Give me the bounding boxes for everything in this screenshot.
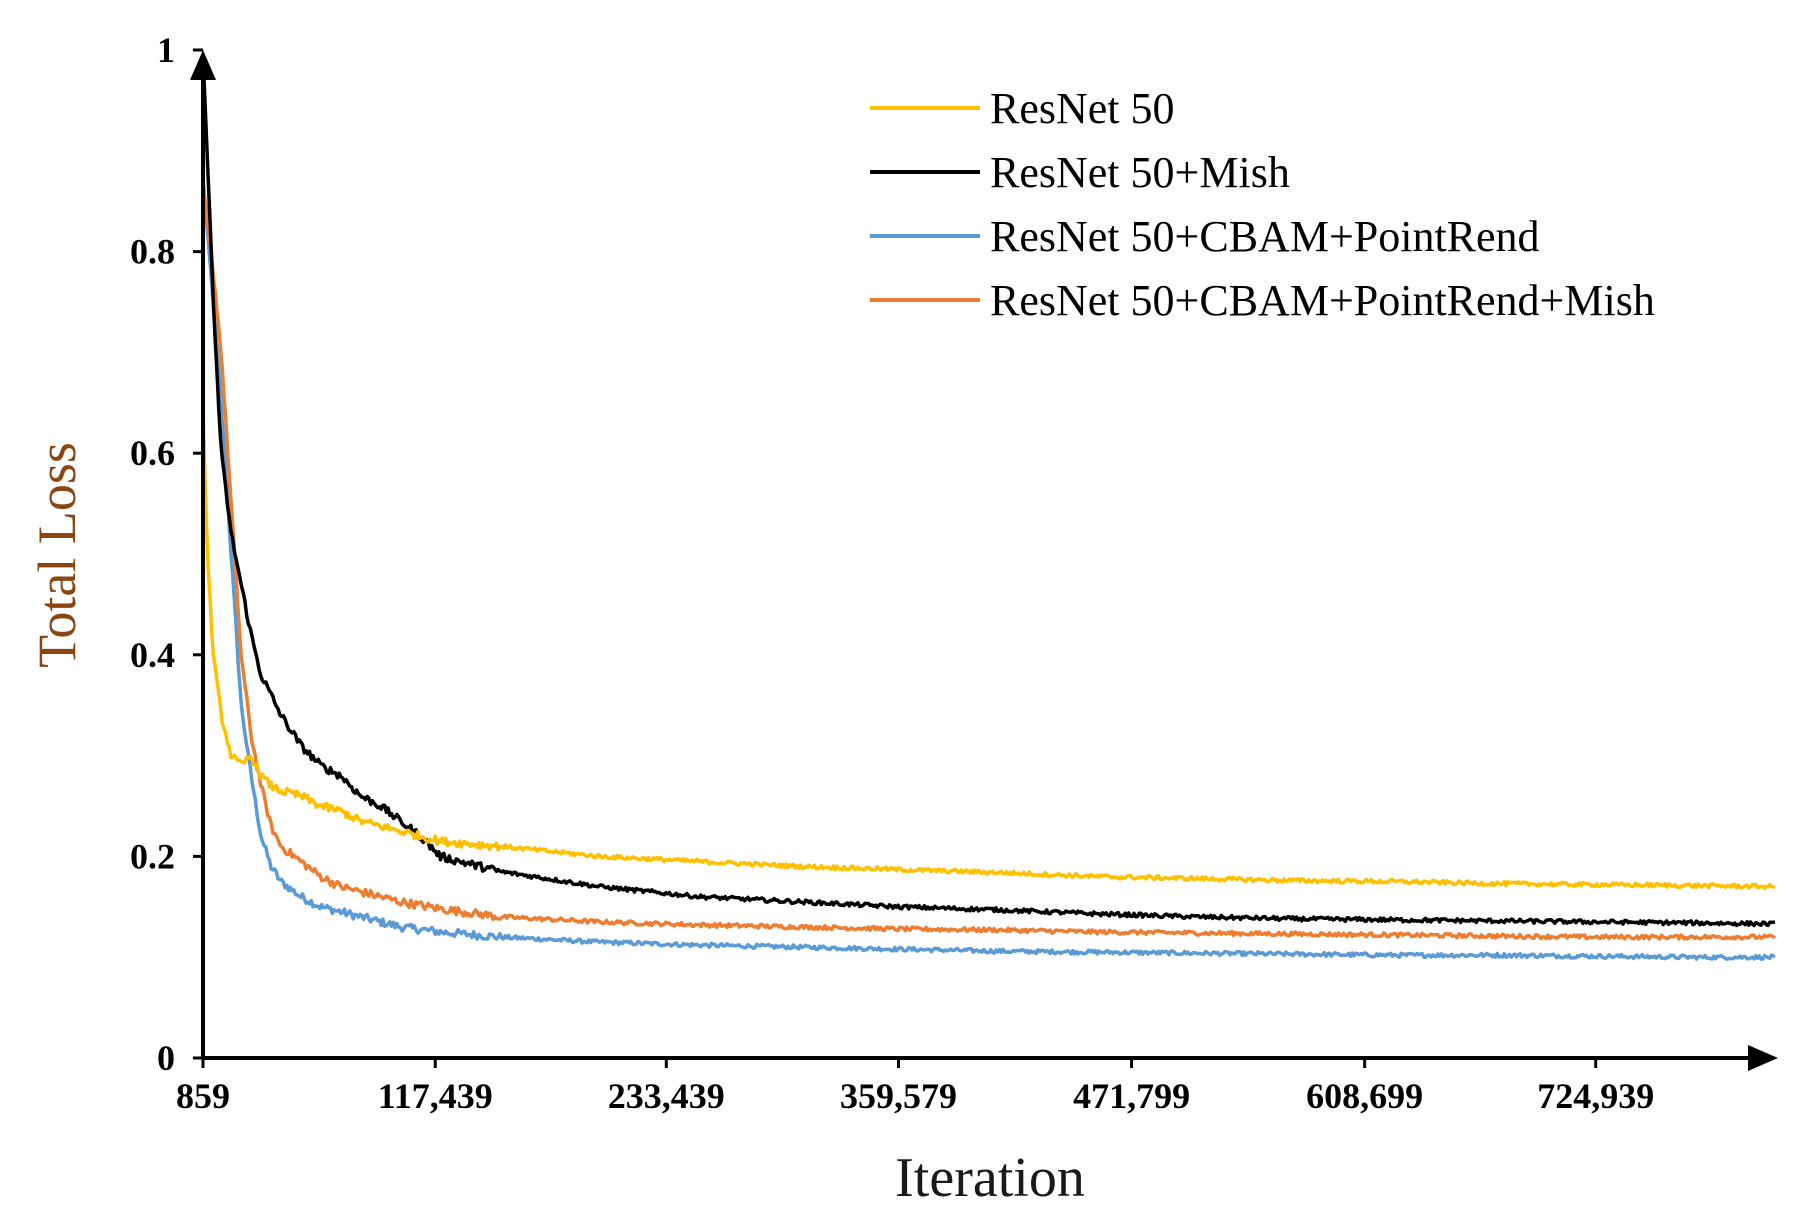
series-line-2 xyxy=(201,179,1776,961)
y-tick-label: 0.8 xyxy=(130,232,175,272)
y-ticks: 0 0.2 0.4 0.6 0.8 1 xyxy=(130,30,203,1078)
series-lines xyxy=(201,56,1777,961)
y-tick-label: 0.2 xyxy=(130,836,175,876)
y-tick-label: 0.4 xyxy=(130,635,175,675)
y-axis-title: Total Loss xyxy=(27,442,87,668)
legend-label-1: ResNet 50+Mish xyxy=(990,148,1290,197)
x-ticks: 859 117,439 233,439 359,579 471,799 608,699 72… xyxy=(176,1058,1654,1116)
legend-label-0: ResNet 50 xyxy=(990,84,1175,133)
x-tick-label: 859 xyxy=(176,1076,230,1116)
legend-label-3: ResNet 50+CBAM+PointRend+Mish xyxy=(990,276,1655,325)
series-line-0 xyxy=(201,406,1776,891)
axes xyxy=(190,50,1778,1071)
x-tick-label: 724,939 xyxy=(1537,1076,1654,1116)
series-line-1 xyxy=(201,56,1776,928)
series-line-3 xyxy=(201,177,1777,941)
y-tick-label: 0 xyxy=(157,1038,175,1078)
legend-label-2: ResNet 50+CBAM+PointRend xyxy=(990,212,1540,261)
x-tick-label: 608,699 xyxy=(1306,1076,1423,1116)
y-axis-arrow xyxy=(190,50,216,80)
y-tick-label: 1 xyxy=(157,30,175,70)
x-tick-label: 471,799 xyxy=(1073,1076,1190,1116)
x-axis-title: Iteration xyxy=(895,1147,1085,1209)
x-tick-label: 359,579 xyxy=(840,1076,957,1116)
x-tick-label: 117,439 xyxy=(378,1076,493,1116)
x-axis-arrow xyxy=(1748,1045,1778,1071)
y-tick-label: 0.6 xyxy=(130,433,175,473)
legend: ResNet 50 ResNet 50+Mish ResNet 50+CBAM+Po… xyxy=(870,84,1655,325)
x-tick-label: 233,439 xyxy=(608,1076,725,1116)
